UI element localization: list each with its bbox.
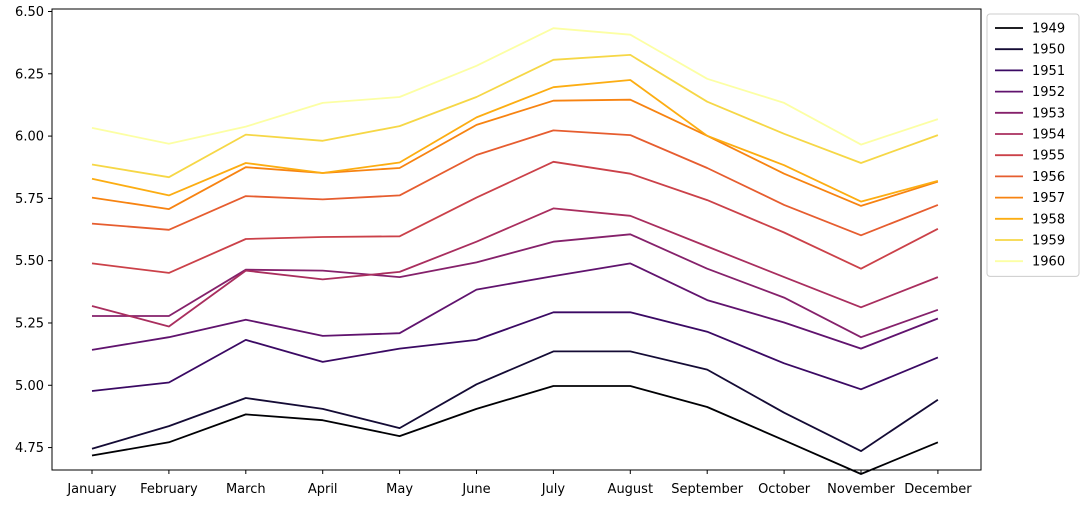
x-tick-label: September <box>671 482 744 497</box>
series-line-1952 <box>91 262 939 351</box>
legend-label: 1955 <box>1032 149 1065 164</box>
series-line-1949 <box>91 385 939 475</box>
y-tick-label: 5.75 <box>15 192 44 207</box>
series-lines <box>91 27 939 475</box>
legend-label: 1960 <box>1032 255 1065 270</box>
legend-label: 1952 <box>1032 85 1065 100</box>
x-tick-label: December <box>904 482 972 497</box>
legend-label: 1959 <box>1032 234 1065 249</box>
x-tick-label: February <box>140 482 198 497</box>
plot-area <box>51 8 982 471</box>
legend-label: 1956 <box>1032 170 1065 185</box>
y-axis: 4.75 5.00 5.25 5.50 5.75 6.00 6.25 6.50 <box>15 5 52 456</box>
legend-box <box>986 13 1080 277</box>
series-line-1957 <box>91 98 939 211</box>
legend-label: 1957 <box>1032 191 1065 206</box>
x-tick-label: March <box>226 482 266 497</box>
plot-frame <box>51 8 982 471</box>
x-tick-label: April <box>308 482 338 497</box>
y-tick-label: 6.50 <box>15 5 44 20</box>
x-tick-label: July <box>541 482 566 497</box>
series-line-1959 <box>91 54 939 179</box>
series-line-1953 <box>92 233 939 339</box>
y-tick-label: 6.25 <box>15 67 44 82</box>
series-line-1950 <box>91 350 939 453</box>
series-line-1951 <box>91 311 939 392</box>
y-tick-label: 4.75 <box>15 441 44 456</box>
series-line-1956 <box>91 129 939 237</box>
series-line-1954 <box>91 207 939 328</box>
x-tick-label: May <box>386 482 413 497</box>
x-tick-label: June <box>461 482 490 497</box>
y-tick-label: 5.00 <box>15 379 44 394</box>
legend: 1949 1950 1951 1952 1953 1954 1955 1956 1957 1958… <box>986 13 1080 277</box>
y-tick-label: 6.00 <box>15 130 44 145</box>
series-line-1960 <box>91 27 939 146</box>
legend-label: 1954 <box>1032 128 1065 143</box>
y-tick-label: 5.25 <box>15 316 44 331</box>
legend-label: 1953 <box>1032 106 1065 121</box>
series-line-1958 <box>91 79 939 203</box>
x-tick-label: August <box>608 482 654 497</box>
x-axis: January February March April May June July Augu… <box>66 470 972 497</box>
x-tick-label: October <box>758 482 811 497</box>
x-tick-label: January <box>66 482 117 497</box>
x-tick-label: November <box>827 482 895 497</box>
legend-label: 1949 <box>1032 22 1065 37</box>
y-tick-label: 5.50 <box>15 254 44 269</box>
legend-label: 1951 <box>1032 64 1065 79</box>
series-line-1955 <box>91 160 939 274</box>
legend-label: 1958 <box>1032 212 1065 227</box>
legend-label: 1950 <box>1032 43 1065 58</box>
